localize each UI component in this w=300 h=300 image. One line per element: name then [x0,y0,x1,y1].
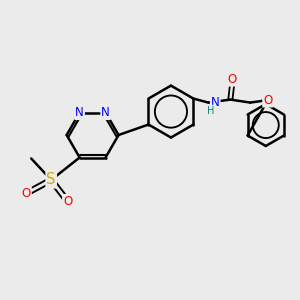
Text: N: N [211,96,220,109]
Text: O: O [63,195,72,208]
Text: N: N [75,106,84,119]
Text: O: O [228,73,237,85]
Text: N: N [101,106,110,119]
Text: O: O [263,94,272,106]
Text: O: O [22,187,31,200]
Text: S: S [46,172,56,188]
Text: H: H [207,106,214,116]
